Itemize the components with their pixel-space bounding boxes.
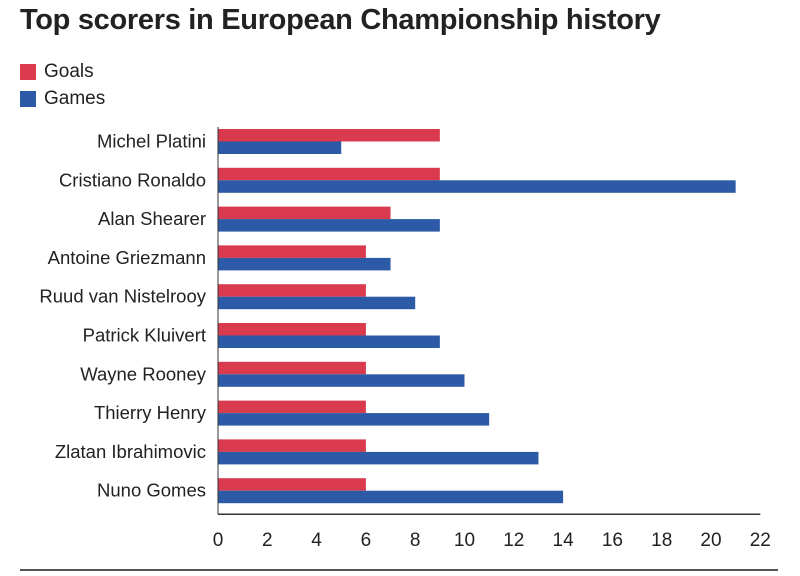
- legend: Goals Games: [20, 58, 105, 112]
- bar-goals-10: [218, 478, 366, 491]
- category-label-10: Nuno Gomes: [97, 480, 206, 501]
- legend-item-games: Games: [20, 85, 105, 112]
- bar-goals-3: [218, 206, 391, 220]
- x-tick-label-20: 20: [700, 530, 721, 551]
- bar-games-8: [218, 413, 490, 426]
- legend-swatch-games: [20, 90, 36, 107]
- category-label-8: Thierry Henry: [94, 402, 207, 423]
- bar-goals-2: [218, 167, 440, 181]
- bar-games-2: [218, 180, 736, 193]
- bar-goals-1: [218, 129, 440, 142]
- category-label-2: Cristiano Ronaldo: [59, 169, 206, 190]
- bar-games-4: [218, 257, 391, 271]
- bar-games-6: [218, 335, 440, 348]
- x-tick-label-6: 6: [361, 530, 372, 551]
- bottom-divider: [20, 569, 778, 571]
- x-tick-label-14: 14: [553, 530, 575, 551]
- chart-title: Top scorers in European Championship his…: [20, 4, 661, 36]
- bar-games-3: [218, 219, 440, 232]
- x-tick-label-16: 16: [602, 530, 623, 551]
- bar-games-9: [218, 451, 539, 465]
- x-tick-label-12: 12: [503, 530, 524, 551]
- bar-goals-9: [218, 439, 366, 452]
- x-tick-label-10: 10: [454, 530, 475, 551]
- bar-goals-6: [218, 323, 366, 336]
- x-tick-label-4: 4: [311, 530, 322, 551]
- bar-goals-8: [218, 400, 366, 414]
- x-tick-label-22: 22: [750, 530, 771, 551]
- bar-games-7: [218, 374, 465, 387]
- x-tick-label-2: 2: [262, 530, 273, 551]
- category-label-5: Ruud van Nistelrooy: [39, 286, 206, 307]
- category-label-6: Patrick Kluivert: [83, 325, 206, 346]
- x-tick-label-0: 0: [213, 530, 224, 551]
- category-label-7: Wayne Rooney: [80, 363, 207, 384]
- bar-goals-5: [218, 284, 366, 297]
- bar-games-5: [218, 296, 416, 310]
- legend-item-goals: Goals: [20, 58, 105, 85]
- bar-games-10: [218, 490, 564, 504]
- legend-label-goals: Goals: [44, 60, 94, 82]
- legend-swatch-goals: [20, 63, 36, 80]
- bar-games-1: [218, 141, 342, 154]
- bar-goals-7: [218, 361, 366, 375]
- x-tick-label-18: 18: [651, 530, 672, 551]
- bar-goals-4: [218, 245, 366, 258]
- category-label-9: Zlatan Ibrahimovic: [55, 441, 206, 462]
- legend-label-games: Games: [44, 87, 106, 109]
- x-tick-label-8: 8: [410, 530, 421, 551]
- category-label-3: Alan Shearer: [98, 208, 206, 229]
- category-label-1: Michel Platini: [97, 131, 206, 152]
- category-label-4: Antoine Griezmann: [48, 247, 206, 268]
